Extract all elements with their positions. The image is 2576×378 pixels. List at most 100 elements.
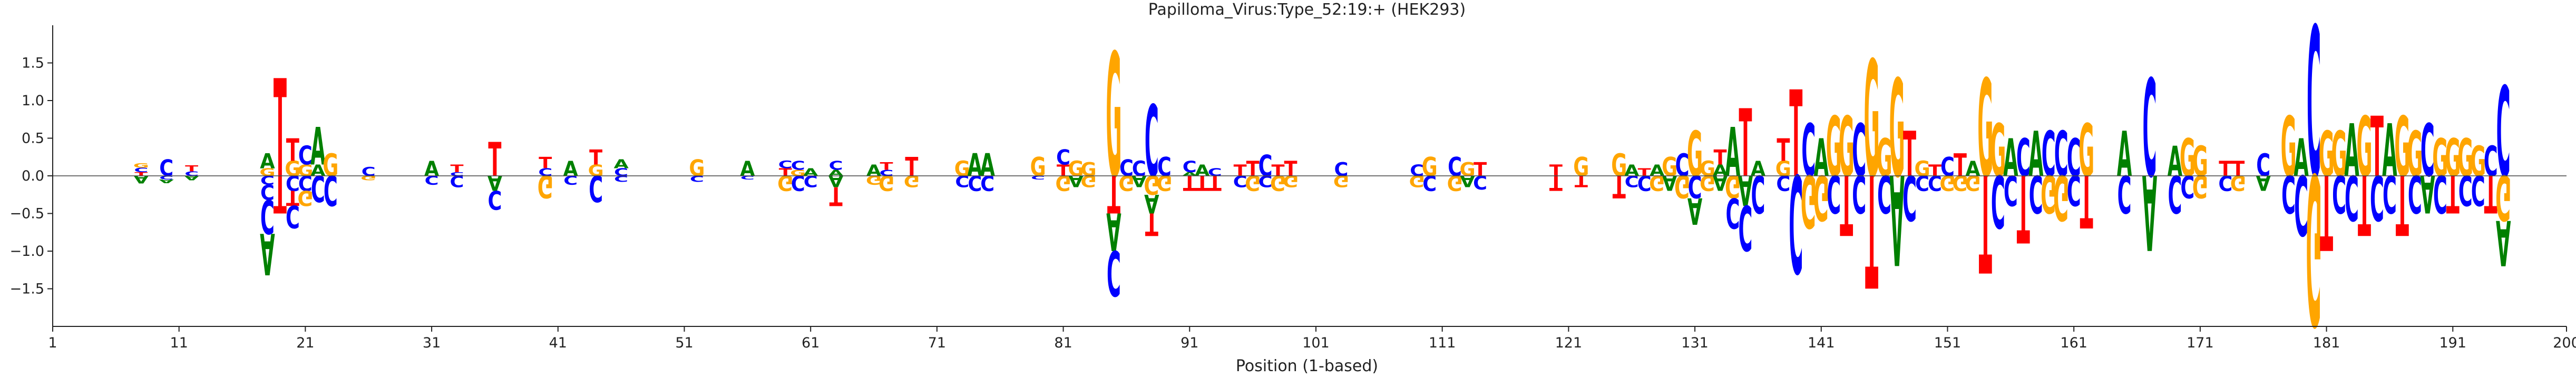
logo-letter-C: C [159,174,173,180]
logo-letter-A: A [1650,162,1665,180]
logo-letter-G: G [2394,99,2410,195]
x-tick-label: 11 [170,335,188,351]
logo-letter-T: T [1903,118,1916,191]
logo-letter-G: G [1156,171,1172,195]
x-tick-label: 111 [1429,335,1456,351]
logo-letter-G: G [954,157,970,181]
logo-letter-C: C [1107,236,1121,309]
logo-letter-T: T [1284,157,1297,181]
logo-letter-G: G [1611,147,1627,183]
logo-letter-C: C [1776,171,1790,195]
logo-letter-C: C [1928,171,1942,195]
logo-letter-A: A [1889,146,1904,291]
logo-letter-G: G [1460,160,1476,181]
logo-letter-A: A [2168,138,2183,186]
logo-letter-G: G [285,157,300,181]
logo-letter-A: A [310,117,325,177]
logo-letter-C: C [955,172,969,190]
logo-letter-G: G [1080,172,1096,190]
logo-letter-C: C [1334,160,1348,181]
logo-letter-C: C [2016,128,2031,188]
logo-letter-A: A [1814,128,1829,188]
logo-letter-G: G [1813,161,1829,234]
logo-letter-C: C [2168,163,2182,223]
x-tick-label: 51 [675,335,693,351]
logo-letter-C: C [1258,150,1273,183]
logo-letter-C: C [298,171,313,195]
logo-letter-G: G [1270,171,1286,195]
x-tick-label: 131 [1681,335,1709,351]
logo-letter-G: G [2457,128,2473,188]
logo-letter-T: T [1928,162,1941,180]
logo-letter-G: G [689,155,705,182]
logo-letter-T: T [274,51,287,207]
logo-letter-T: T [1575,172,1588,190]
logo-letter-C: C [1688,168,1702,204]
logo-letter-G: G [1649,171,1665,195]
logo-letter-T: T [1954,147,1967,183]
logo-letter-T: T [286,132,299,168]
logo-letter-A: A [260,221,275,287]
logo-letter-C: C [1902,161,1917,234]
logo-letter-C: C [1675,147,1690,183]
logo-letter-G: G [1056,171,1071,195]
logo-letter-C: C [2332,163,2346,223]
x-tick-label: 71 [928,335,946,351]
logo-letter-T: T [1057,162,1070,180]
x-tick-label: 121 [1555,335,1583,351]
logo-letter-C: C [1726,188,1740,236]
logo-letter-G: G [1573,153,1589,183]
logo-letter-G: G [1687,118,1703,191]
logo-letter-C: C [1258,172,1273,190]
logo-letter-C: C [260,180,275,204]
logo-letter-G: G [2079,109,2094,193]
logo-letter-C: C [2256,147,2270,183]
logo-letter-C: C [1056,145,1070,169]
logo-letter-C: C [1637,171,1652,195]
logo-letter-A: A [1195,162,1210,180]
logo-letter-G: G [2041,163,2056,223]
x-tick-label: 61 [802,335,819,351]
logo-letter-C: C [362,165,376,179]
x-tick-label: 101 [1302,335,1330,351]
logo-letter-G: G [1080,160,1096,181]
logo-letter-C: C [260,189,275,243]
logo-letter-A: A [803,166,818,178]
logo-letter-G: G [1245,171,1261,195]
x-tick-label: 181 [2313,335,2340,351]
logo-letter-A: A [159,178,174,184]
logo-letter-T: T [1713,145,1726,169]
logo-letter-C: C [1625,172,1639,190]
logo-letter-G: G [1864,28,1880,214]
logo-letter-G: G [1700,157,1715,181]
logo-letter-A: A [310,162,326,180]
logo-letter-C: C [791,171,805,195]
logo-letter-G: G [1144,170,1159,200]
logo-letter-C: C [614,174,628,183]
logo-letter-A: A [1713,171,1728,195]
logo-letter-T: T [2484,163,2497,223]
logo-letter-A: A [2117,118,2132,191]
logo-letter-C: C [2218,171,2232,195]
logo-letter-T: T [1979,144,1992,301]
logo-letter-G: G [2230,171,2246,195]
logo-letter-G: G [879,171,894,195]
logo-letter-G: G [2445,128,2461,188]
logo-letter-G: G [1662,153,1677,183]
logo-letter-G: G [1725,168,1741,204]
logo-letter-A: A [1131,172,1147,190]
logo-letter-A: A [134,173,149,185]
logo-letter-G: G [1775,157,1791,181]
logo-letter-G: G [2331,118,2347,191]
logo-letter-G: G [1839,99,1855,195]
x-tick-label: 191 [2439,335,2466,351]
logo-letter-G: G [259,166,275,178]
logo-letter-G: G [1283,172,1299,190]
y-tick-label: 1.0 [22,93,44,109]
logo-letter-C: C [2345,161,2359,234]
logo-letter-A: A [968,147,982,183]
logo-letter-C: C [538,166,552,178]
logo-letter-G: G [133,162,149,169]
x-axis-label: Position (1-based) [1236,357,1378,375]
logo-letter-A: A [1965,157,1980,181]
